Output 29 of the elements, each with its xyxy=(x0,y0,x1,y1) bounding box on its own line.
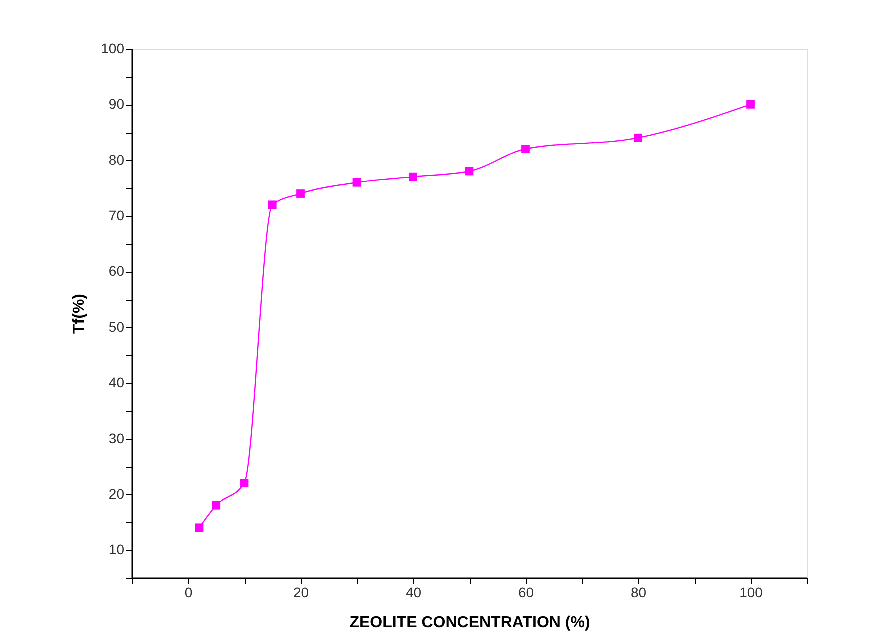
point xyxy=(296,190,305,198)
y-tick-label: 20 xyxy=(108,486,125,502)
y-axis-title: Tf(%) xyxy=(71,294,88,334)
point xyxy=(352,178,362,187)
x-tick-label: 0 xyxy=(184,584,193,600)
y-tick-label: 100 xyxy=(101,40,125,56)
point xyxy=(522,145,530,154)
x-tick-label: 20 xyxy=(293,584,310,600)
y-tick-label: 10 xyxy=(108,542,125,558)
point xyxy=(268,200,277,210)
x-tick-label: 40 xyxy=(406,584,422,600)
point xyxy=(634,134,642,142)
point xyxy=(465,167,474,176)
y-tick-label: 70 xyxy=(108,208,125,224)
x-tick-label: 80 xyxy=(630,584,647,600)
point xyxy=(746,100,755,109)
y-tick-label: 30 xyxy=(108,430,125,446)
y-tick-label: 80 xyxy=(108,152,125,168)
y-tick-label: 40 xyxy=(108,374,125,391)
y-tick-label: 50 xyxy=(108,318,125,335)
y-tick-label: 60 xyxy=(108,263,125,280)
point xyxy=(409,172,418,182)
x-tick-label: 60 xyxy=(518,584,534,600)
y-tick-label: 90 xyxy=(108,96,125,112)
x-axis-title: ZEOLITE CONCENTRATION (%) xyxy=(350,614,590,632)
point xyxy=(212,501,221,510)
point xyxy=(195,524,204,532)
x-tick-label: 100 xyxy=(740,584,764,600)
point xyxy=(240,479,249,488)
